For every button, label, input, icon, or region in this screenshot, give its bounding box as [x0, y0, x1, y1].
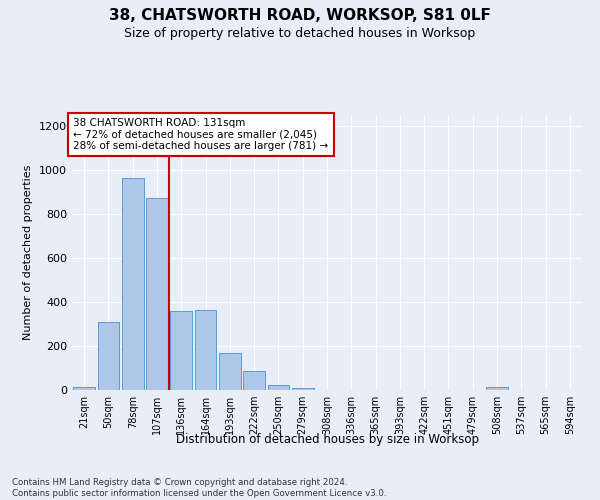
- Text: 38, CHATSWORTH ROAD, WORKSOP, S81 0LF: 38, CHATSWORTH ROAD, WORKSOP, S81 0LF: [109, 8, 491, 22]
- Text: Size of property relative to detached houses in Worksop: Size of property relative to detached ho…: [124, 28, 476, 40]
- Bar: [243, 372, 265, 390]
- Y-axis label: Number of detached properties: Number of detached properties: [23, 165, 34, 340]
- Text: Contains HM Land Registry data © Crown copyright and database right 2024.
Contai: Contains HM Land Registry data © Crown c…: [12, 478, 386, 498]
- Text: 38 CHATSWORTH ROAD: 131sqm
← 72% of detached houses are smaller (2,045)
28% of s: 38 CHATSWORTH ROAD: 131sqm ← 72% of deta…: [73, 118, 328, 151]
- Bar: [219, 352, 241, 390]
- Bar: [268, 384, 289, 390]
- Bar: [146, 198, 168, 390]
- Bar: [170, 311, 192, 390]
- Bar: [194, 310, 217, 390]
- Text: Distribution of detached houses by size in Worksop: Distribution of detached houses by size …: [176, 432, 479, 446]
- Bar: [97, 322, 119, 390]
- Bar: [122, 178, 143, 390]
- Bar: [292, 388, 314, 390]
- Bar: [486, 388, 508, 390]
- Bar: [73, 386, 95, 390]
